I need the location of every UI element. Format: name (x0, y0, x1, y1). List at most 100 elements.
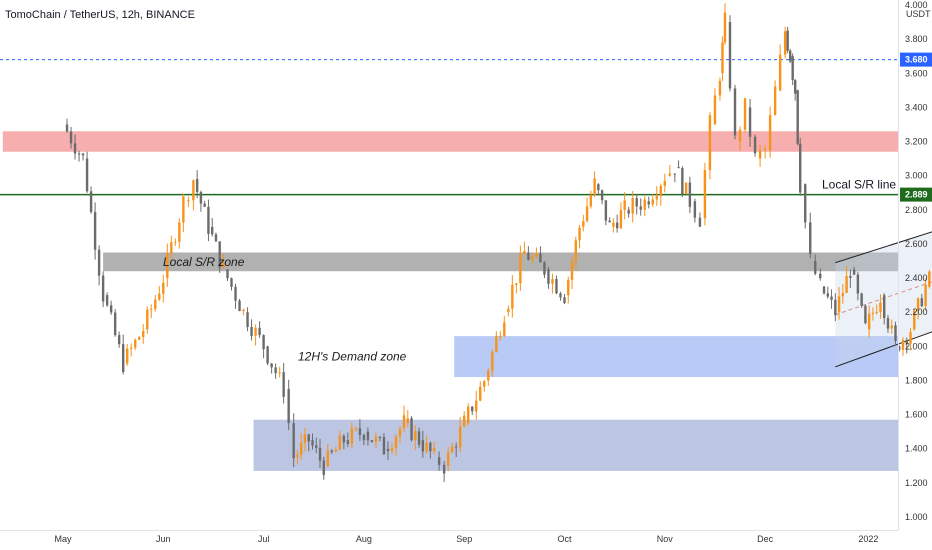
candle-body (688, 182, 692, 207)
price-tick-label: 3.600 (905, 68, 928, 78)
time-tick-label: 2022 (858, 534, 878, 544)
channel-lower-line[interactable] (835, 251, 932, 368)
candle-body (262, 335, 265, 350)
candle-body (728, 22, 732, 89)
candle-body (791, 56, 794, 81)
time-tick-label: Jul (258, 534, 270, 544)
candle-body (246, 312, 249, 328)
candle-body (254, 327, 257, 336)
candle-body (210, 226, 214, 235)
zone-3[interactable] (253, 419, 898, 471)
candle-body (643, 199, 646, 210)
candle-body (311, 440, 314, 446)
candle-body (362, 435, 366, 441)
candle-body (786, 30, 789, 51)
candle-body (822, 286, 826, 294)
candle-body (234, 286, 237, 301)
target-price-tag (900, 52, 932, 67)
candle-body (849, 275, 852, 278)
candle-body (386, 448, 390, 452)
candle-body (619, 209, 623, 229)
candle-body (97, 249, 101, 276)
candle-body (410, 418, 413, 441)
time-tick-label: Aug (356, 534, 372, 544)
candle-body (429, 442, 432, 452)
zone-0[interactable] (2, 131, 898, 152)
price-tick-label: 1.800 (905, 375, 928, 385)
candle-body (346, 440, 350, 444)
candle-body (266, 346, 269, 364)
candle-body (402, 415, 406, 429)
candle-body (238, 300, 241, 312)
candle-body (125, 348, 129, 364)
zone-1[interactable] (103, 252, 899, 272)
candle-body (845, 275, 848, 293)
candle-body (338, 435, 342, 450)
candle-body (109, 305, 113, 313)
time-tick-label: Nov (657, 534, 674, 544)
price-tick-label: 2.200 (905, 307, 928, 317)
candle-body (130, 347, 133, 349)
price-tick-label: 2.000 (905, 341, 928, 351)
candle-body (668, 173, 672, 176)
candle-body (898, 346, 901, 350)
channel-mid-line (835, 281, 932, 316)
candle-body (93, 211, 97, 250)
candle-body (523, 251, 526, 255)
candle-body (146, 309, 149, 330)
candle-body (166, 253, 169, 279)
candle-body (539, 253, 542, 263)
candle-body (354, 428, 358, 430)
candle-body (763, 148, 767, 151)
time-tick-label: May (54, 534, 72, 544)
channel-upper-line[interactable] (835, 160, 932, 264)
candle-body (799, 143, 802, 193)
candle-body (600, 190, 604, 201)
candle-body (390, 448, 394, 452)
candle-body (65, 124, 69, 132)
candle-body (499, 336, 502, 338)
price-tick-label: 1.000 (905, 512, 928, 522)
price-tick-label: 1.200 (905, 478, 928, 488)
zone-2[interactable] (454, 336, 898, 378)
candle-body (270, 363, 273, 368)
candle-body (406, 418, 409, 424)
candle-body (693, 201, 697, 218)
price-tick-label: 3.400 (905, 102, 928, 112)
candle-body (69, 131, 73, 144)
candle-body (89, 191, 93, 212)
candle-body (738, 129, 742, 142)
candle-body (864, 305, 867, 324)
candle-body (867, 313, 871, 330)
candle-body (639, 206, 642, 210)
candle-body (651, 199, 654, 205)
candle-body (841, 292, 845, 297)
candle-body (723, 12, 727, 43)
candle-body (121, 344, 125, 373)
candle-body (875, 311, 878, 313)
candle-body (559, 293, 562, 298)
candle-body (81, 153, 85, 156)
candle-body (454, 446, 458, 448)
candle-body (507, 308, 510, 313)
lines-layer (0, 59, 932, 368)
candle-body (282, 372, 285, 397)
candle-body (250, 327, 253, 336)
candle-body (174, 241, 177, 243)
candle-body (663, 180, 666, 186)
candle-body (681, 168, 684, 195)
time-tick-label: Jun (156, 534, 171, 544)
candle-body (471, 406, 474, 412)
candle-body (635, 198, 638, 207)
price-tag-text: 2.889 (905, 190, 928, 200)
candle-body (567, 279, 570, 296)
candle-body (358, 428, 362, 436)
candle-body (421, 440, 425, 452)
candle-body (203, 203, 206, 207)
candle-body (631, 198, 634, 214)
candle-body (773, 86, 777, 116)
candle-body (543, 262, 546, 275)
candle-body (604, 200, 608, 221)
candle-body (350, 428, 354, 444)
